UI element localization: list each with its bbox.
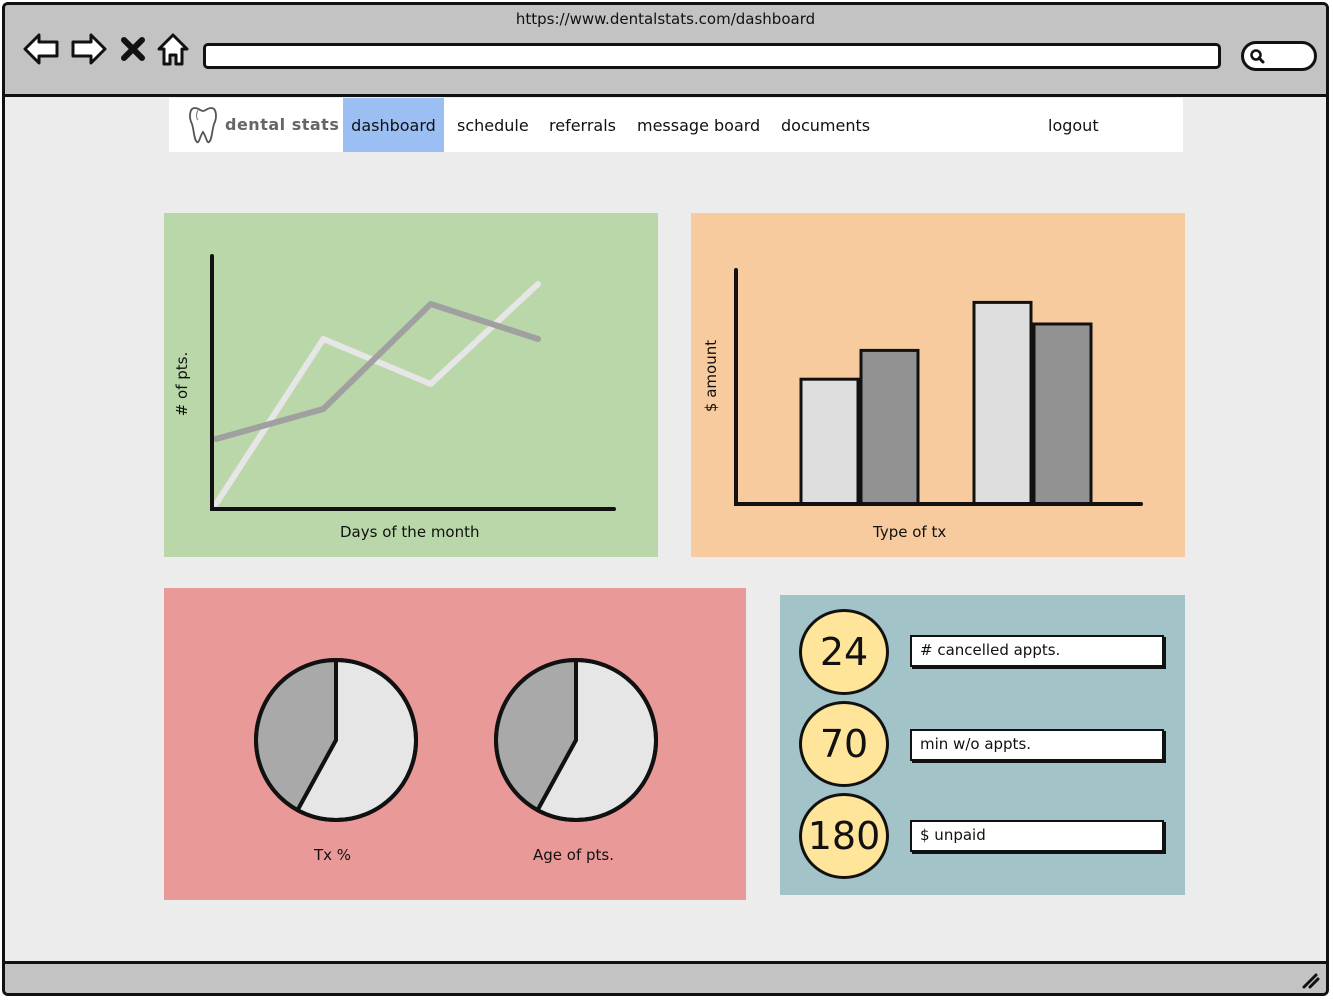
pie-right-label: Age of pts. [533, 846, 614, 864]
stat-label-unpaid: $ unpaid [910, 820, 1164, 852]
line-series-0 [213, 281, 541, 507]
tooth-icon [189, 107, 217, 144]
browser-chrome: https://www.dentalstats.com/dashboard [5, 5, 1326, 97]
line-chart [210, 254, 616, 511]
pie-left-label: Tx % [314, 846, 352, 864]
bar-chart-panel: Type of tx $ amount [691, 213, 1185, 557]
nav-item-documents[interactable]: documents [781, 116, 871, 135]
bar-A-series-0 [799, 377, 860, 506]
line-chart-ylabel: # of pts. [173, 351, 191, 417]
stat-label-cancelled: # cancelled appts. [910, 635, 1164, 667]
pie-charts [254, 658, 659, 822]
pie-1-outline [494, 658, 658, 822]
stat-value-min-without-appts: 70 [799, 701, 889, 787]
search-field[interactable] [1241, 41, 1317, 71]
pie-charts-panel: Tx % Age of pts. [164, 588, 746, 900]
pie-0-outline [254, 658, 418, 822]
close-icon[interactable] [117, 29, 149, 69]
resize-grip-icon[interactable] [1300, 969, 1320, 989]
top-navigation: dental stats dashboard schedule referral… [169, 98, 1183, 152]
home-icon[interactable] [153, 29, 193, 69]
nav-item-referrals[interactable]: referrals [549, 116, 617, 135]
address-bar-input[interactable] [203, 43, 1221, 69]
stat-value-cancelled: 24 [799, 609, 889, 695]
bar-chart-xlabel: Type of tx [873, 523, 947, 541]
bar-B-series-1 [1032, 322, 1093, 506]
status-bar [5, 961, 1326, 993]
nav-item-dashboard[interactable]: dashboard [343, 98, 444, 152]
line-chart-panel: Days of the month # of pts. [164, 213, 658, 557]
forward-arrow-icon[interactable] [69, 29, 109, 69]
url-text: https://www.dentalstats.com/dashboard [515, 10, 816, 28]
line-chart-axes [210, 254, 616, 511]
line-chart-xlabel: Days of the month [340, 523, 480, 541]
logout-link[interactable]: logout [1048, 116, 1099, 135]
nav-item-schedule[interactable]: schedule [457, 116, 529, 135]
nav-item-message-board[interactable]: message board [637, 116, 761, 135]
search-icon [1250, 49, 1265, 64]
back-arrow-icon[interactable] [21, 29, 61, 69]
brand-name[interactable]: dental stats [225, 115, 340, 134]
stats-panel: 24 # cancelled appts. 70 min w/o appts. … [780, 595, 1185, 895]
bar-chart [734, 268, 1143, 506]
bar-B-series-0 [972, 300, 1033, 506]
bar-A-series-1 [859, 348, 920, 506]
bar-chart-ylabel: $ amount [702, 339, 720, 413]
stat-value-unpaid: 180 [799, 793, 889, 879]
stat-label-min-without-appts: min w/o appts. [910, 729, 1164, 761]
bar-chart-axes [734, 268, 1143, 506]
line-series-1 [213, 301, 541, 442]
